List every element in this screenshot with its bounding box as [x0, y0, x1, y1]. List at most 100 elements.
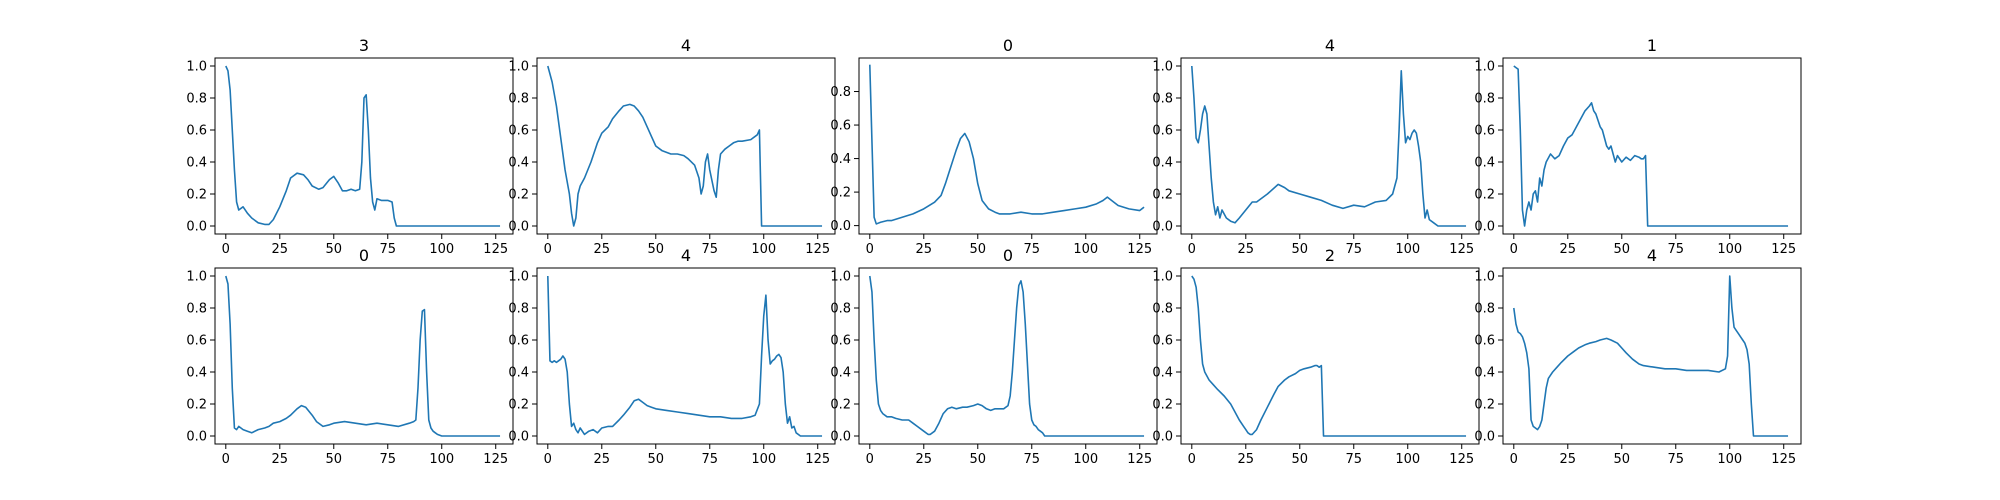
chart-panel-5: 1 0 25 50 75 100 125 0.0 0.2 0.4 0.6 0.8 1.0: [1474, 36, 1802, 257]
x-tick-label: 100: [429, 452, 454, 467]
y-tick-label: 1.0: [1152, 60, 1173, 75]
x-tick-label: 50: [1613, 452, 1630, 467]
y-tick-label: 0.4: [508, 366, 529, 381]
plot-frame: [214, 57, 514, 235]
y-tick-label: 0.8: [1474, 302, 1495, 317]
y-tick-label: 0.0: [830, 430, 851, 445]
y-tick-label: 0.8: [186, 92, 207, 107]
y-tick-label: 0.6: [508, 124, 529, 139]
y-tick-label: 0.4: [186, 366, 207, 381]
y-tick-label: 0.2: [830, 398, 851, 413]
x-tick-label: 100: [1717, 242, 1742, 257]
x-tick-label: 25: [1238, 242, 1255, 257]
x-tick-label: 25: [916, 452, 933, 467]
x-tick-label: 75: [1023, 242, 1040, 257]
x-tick-label: 100: [1073, 242, 1098, 257]
plot-frame: [536, 267, 836, 445]
y-tick-label: 0.6: [508, 334, 529, 349]
series-line: [1513, 275, 1789, 437]
x-tick-label: 125: [1449, 242, 1474, 257]
y-tick-label: 0.8: [1152, 302, 1173, 317]
series-line: [1191, 65, 1467, 227]
y-tick-label: 0.6: [1152, 124, 1173, 139]
y-tick-label: 0.2: [186, 398, 207, 413]
y-tick-label: 0.0: [1152, 430, 1173, 445]
panel-title: 0: [359, 246, 369, 265]
y-tick-label: 0.2: [1152, 188, 1173, 203]
y-tick-label: 1.0: [186, 60, 207, 75]
panel-title: 4: [681, 246, 691, 265]
y-tick-label: 0.6: [186, 334, 207, 349]
y-tick-label: 0.8: [1474, 92, 1495, 107]
chart-panel-4: 4 0 25 50 75 100 125 0.0 0.2 0.4 0.6 0.8 1.0: [1152, 36, 1480, 257]
x-tick-label: 125: [1127, 452, 1152, 467]
y-tick-label: 1.0: [1474, 60, 1495, 75]
chart-panel-2: 4 0 25 50 75 100 125 0.0 0.2 0.4 0.6 0.8 1.0: [508, 36, 836, 257]
x-tick-label: 75: [1023, 452, 1040, 467]
x-tick-label: 25: [272, 452, 289, 467]
chart-panel-8: 0 0 25 50 75 100 125 0.0 0.2 0.4 0.6 0.8 1.0: [830, 246, 1158, 467]
y-tick-label: 0.2: [830, 186, 851, 201]
x-tick-label: 25: [594, 452, 611, 467]
x-tick-label: 100: [1395, 452, 1420, 467]
plot-frame: [1502, 57, 1802, 235]
y-tick-label: 0.4: [1474, 366, 1495, 381]
plot-frame: [1502, 267, 1802, 445]
y-tick-label: 1.0: [1474, 270, 1495, 285]
chart-panel-6: 0 0 25 50 75 100 125 0.0 0.2 0.4 0.6 0.8 1.0: [186, 246, 514, 467]
x-tick-label: 0: [222, 242, 230, 257]
y-tick-label: 0.6: [830, 334, 851, 349]
x-tick-label: 50: [647, 242, 664, 257]
panel-title: 3: [359, 36, 369, 55]
panel-title: 0: [1003, 246, 1013, 265]
x-tick-label: 0: [1188, 242, 1196, 257]
y-tick-label: 0.2: [1474, 398, 1495, 413]
x-tick-label: 75: [701, 452, 718, 467]
y-tick-label: 0.2: [508, 398, 529, 413]
x-tick-label: 50: [647, 452, 664, 467]
panel-title: 0: [1003, 36, 1013, 55]
y-tick-label: 1.0: [830, 270, 851, 285]
y-tick-label: 0.6: [1474, 124, 1495, 139]
x-tick-label: 100: [1395, 242, 1420, 257]
y-tick-label: 1.0: [1152, 270, 1173, 285]
x-tick-label: 50: [969, 242, 986, 257]
panel-title: 2: [1325, 246, 1335, 265]
y-tick-label: 0.0: [508, 220, 529, 235]
y-tick-label: 0.4: [1474, 156, 1495, 171]
x-tick-label: 75: [701, 242, 718, 257]
x-tick-label: 125: [805, 242, 830, 257]
x-tick-label: 50: [325, 452, 342, 467]
x-tick-label: 75: [1667, 452, 1684, 467]
y-tick-label: 0.4: [830, 152, 851, 167]
plot-frame: [858, 267, 1158, 445]
y-tick-label: 0.0: [1152, 220, 1173, 235]
y-tick-label: 0.4: [508, 156, 529, 171]
x-tick-label: 125: [1771, 452, 1796, 467]
x-tick-label: 50: [1291, 242, 1308, 257]
series-line: [225, 65, 501, 227]
series-line: [225, 275, 501, 437]
y-tick-label: 0.6: [1474, 334, 1495, 349]
series-line: [869, 275, 1145, 437]
panel-title: 4: [681, 36, 691, 55]
x-tick-label: 75: [1345, 452, 1362, 467]
x-tick-label: 100: [429, 242, 454, 257]
x-tick-label: 0: [1188, 452, 1196, 467]
y-tick-label: 0.6: [1152, 334, 1173, 349]
y-tick-label: 0.8: [186, 302, 207, 317]
panel-title: 4: [1325, 36, 1335, 55]
y-tick-label: 0.2: [508, 188, 529, 203]
chart-panel-3: 0 0 25 50 75 100 125 0.0 0.2 0.4 0.6 0.8: [830, 36, 1158, 257]
panel-title: 1: [1647, 36, 1657, 55]
x-tick-label: 125: [805, 452, 830, 467]
y-tick-label: 0.0: [830, 219, 851, 234]
y-tick-label: 0.4: [830, 366, 851, 381]
plot-frame: [1180, 57, 1480, 235]
y-tick-label: 1.0: [508, 270, 529, 285]
x-tick-label: 100: [1717, 452, 1742, 467]
x-tick-label: 0: [544, 242, 552, 257]
x-tick-label: 25: [594, 242, 611, 257]
x-tick-label: 25: [1560, 242, 1577, 257]
